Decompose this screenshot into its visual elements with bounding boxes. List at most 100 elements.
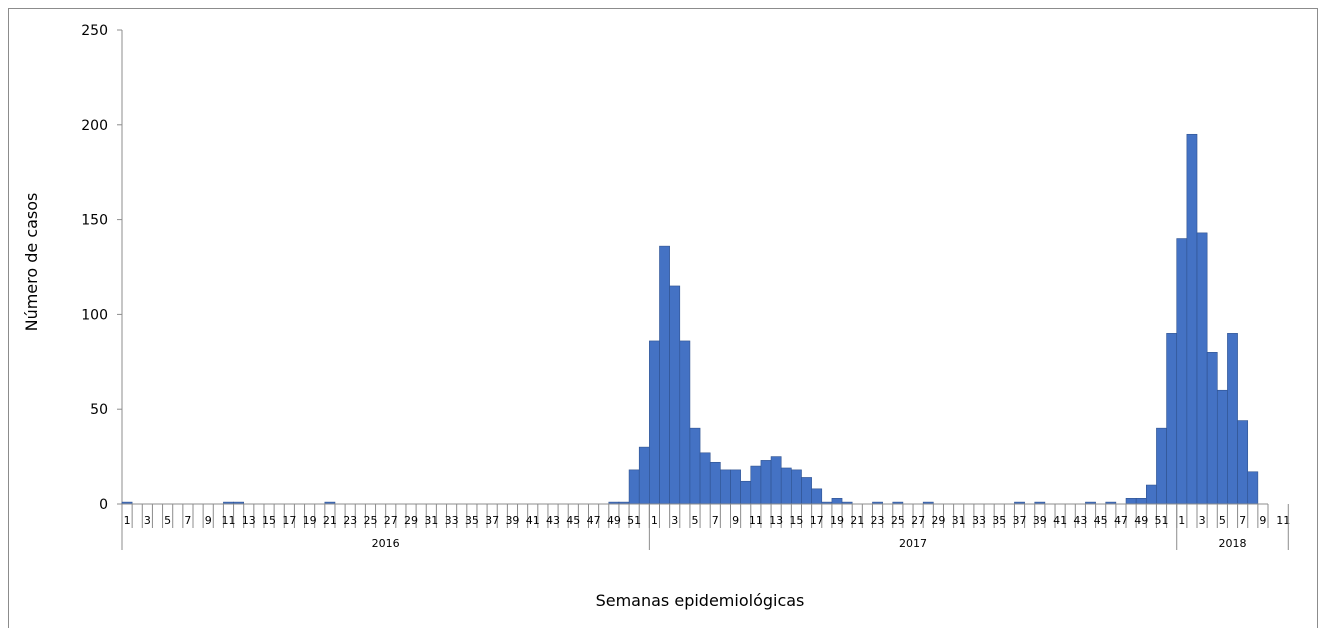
x-tick-label: 1	[651, 514, 658, 527]
bar	[689, 427, 701, 505]
x-tick-label: 17	[810, 514, 824, 527]
bar	[709, 461, 721, 505]
x-tick-label: 7	[712, 514, 719, 527]
x-tick-label: 21	[850, 514, 864, 527]
bar	[791, 469, 802, 505]
bar	[1156, 427, 1167, 505]
x-tick-label: 13	[769, 514, 783, 527]
bar	[780, 467, 792, 505]
y-axis-title: Número de casos	[22, 193, 41, 332]
bar	[750, 465, 762, 505]
x-tick-label: 43	[546, 514, 560, 527]
bar	[638, 446, 650, 505]
year-label: 2017	[899, 537, 927, 550]
x-tick-label: 29	[931, 514, 945, 527]
x-tick-label: 49	[1134, 514, 1148, 527]
year-label: 2016	[372, 537, 400, 550]
x-tick-label: 1	[1178, 514, 1185, 527]
x-tick-label: 25	[363, 514, 377, 527]
x-tick-label: 31	[952, 514, 966, 527]
chart-frame	[8, 8, 1318, 628]
x-tick-label: 15	[789, 514, 803, 527]
bar	[649, 340, 660, 505]
y-tick-label: 200	[81, 118, 108, 134]
x-tick-label: 45	[1094, 514, 1108, 527]
x-tick-label: 11	[749, 514, 763, 527]
bar	[801, 477, 812, 505]
bar	[730, 469, 741, 505]
bar	[1247, 471, 1259, 505]
x-axis: 1 3 5 7 9 11 13 15 17 19 21 23 25 27 29 31 33 35 37 39 41 43 4…	[121, 503, 1290, 550]
x-tick-label: 35	[465, 514, 479, 527]
x-tick-label: 49	[607, 514, 621, 527]
bar	[659, 245, 670, 505]
bar	[1146, 484, 1157, 505]
x-tick-label: 19	[303, 514, 317, 527]
y-tick-label: 250	[81, 23, 108, 39]
bar	[1176, 238, 1188, 505]
x-tick-label: 27	[384, 514, 398, 527]
bars	[121, 133, 1259, 505]
bar	[1237, 420, 1249, 505]
x-tick-label: 25	[891, 514, 905, 527]
year-label: 2018	[1219, 537, 1247, 550]
x-tick-label: 37	[1013, 514, 1027, 527]
x-tick-label: 3	[144, 514, 151, 527]
x-tick-label: 9	[732, 514, 739, 527]
bar	[720, 469, 731, 505]
bar	[1216, 389, 1228, 505]
x-tick-label: 51	[1155, 514, 1169, 527]
bar	[831, 498, 843, 505]
x-tick-label: 47	[1114, 514, 1128, 527]
bar	[1196, 232, 1208, 505]
bar	[679, 340, 691, 505]
x-tick-label: 13	[242, 514, 256, 527]
bar	[811, 488, 823, 505]
x-tick-label: 9	[205, 514, 212, 527]
x-tick-label: 39	[505, 514, 519, 527]
bar	[1186, 133, 1198, 505]
x-tick-label: 43	[1073, 514, 1087, 527]
y-tick-label: 0	[99, 497, 108, 513]
x-tick-label: 5	[164, 514, 171, 527]
x-tick-label: 33	[972, 514, 986, 527]
x-tick-label: 27	[911, 514, 925, 527]
x-tick-label: 5	[692, 514, 699, 527]
x-axis-title: Semanas epidemiológicas	[596, 591, 805, 610]
x-tick-label: 21	[323, 514, 337, 527]
x-tick-label: 37	[485, 514, 499, 527]
bar	[1227, 333, 1238, 505]
x-tick-label: 3	[1199, 514, 1206, 527]
bar	[740, 480, 752, 505]
x-tick-label: 47	[587, 514, 601, 527]
x-tick-label: 51	[627, 514, 641, 527]
x-tick-label: 11	[221, 514, 235, 527]
bar	[628, 469, 640, 505]
bar	[1206, 352, 1218, 505]
y-tick-label: 50	[90, 402, 108, 418]
x-tick-label: 5	[1219, 514, 1226, 527]
x-tick-label: 39	[1033, 514, 1047, 527]
bar	[669, 285, 681, 505]
x-tick-label: 15	[262, 514, 276, 527]
y-tick-label: 100	[81, 307, 108, 323]
x-tick-label: 3	[671, 514, 678, 527]
y-axis: 0 50 100 150 200 250	[81, 23, 123, 513]
x-tick-label: 11	[1276, 514, 1290, 527]
x-tick-label: 19	[830, 514, 844, 527]
bar	[770, 456, 782, 505]
bar	[699, 452, 711, 505]
bar	[1166, 333, 1178, 505]
y-tick-label: 150	[81, 213, 108, 229]
x-tick-label: 17	[282, 514, 296, 527]
x-tick-label: 41	[1053, 514, 1067, 527]
bar	[760, 460, 772, 505]
x-tick-label: 29	[404, 514, 418, 527]
x-tick-label: 9	[1259, 514, 1266, 527]
x-tick-label: 35	[992, 514, 1006, 527]
x-tick-label: 23	[343, 514, 357, 527]
x-tick-label: 7	[184, 514, 191, 527]
bar	[1125, 498, 1137, 505]
x-tick-label: 7	[1239, 514, 1246, 527]
